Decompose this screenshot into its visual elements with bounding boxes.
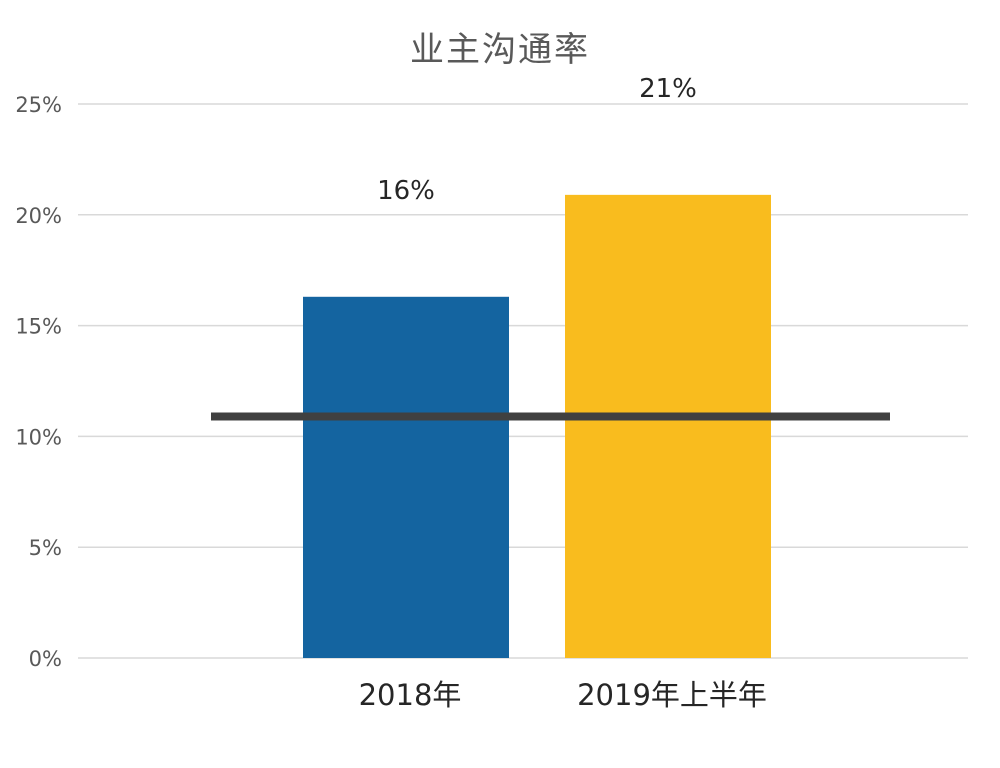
y-tick-label-10: 10% [15, 425, 62, 449]
y-tick-label-0: 0% [29, 647, 62, 671]
x-category-label-1: 2019年上半年 [577, 678, 767, 712]
x-category-label-0: 2018年 [359, 678, 462, 712]
bar-0 [303, 296, 509, 658]
data-label-1: 21% [639, 74, 697, 104]
data-label-0: 16% [377, 176, 435, 206]
y-tick-label-15: 15% [15, 315, 62, 339]
chart-title: 业主沟通率 [410, 30, 590, 70]
y-tick-label-5: 5% [29, 536, 62, 560]
bar-1 [565, 194, 771, 658]
y-tick-label-20: 20% [15, 204, 62, 228]
y-tick-label-25: 25% [15, 93, 62, 117]
